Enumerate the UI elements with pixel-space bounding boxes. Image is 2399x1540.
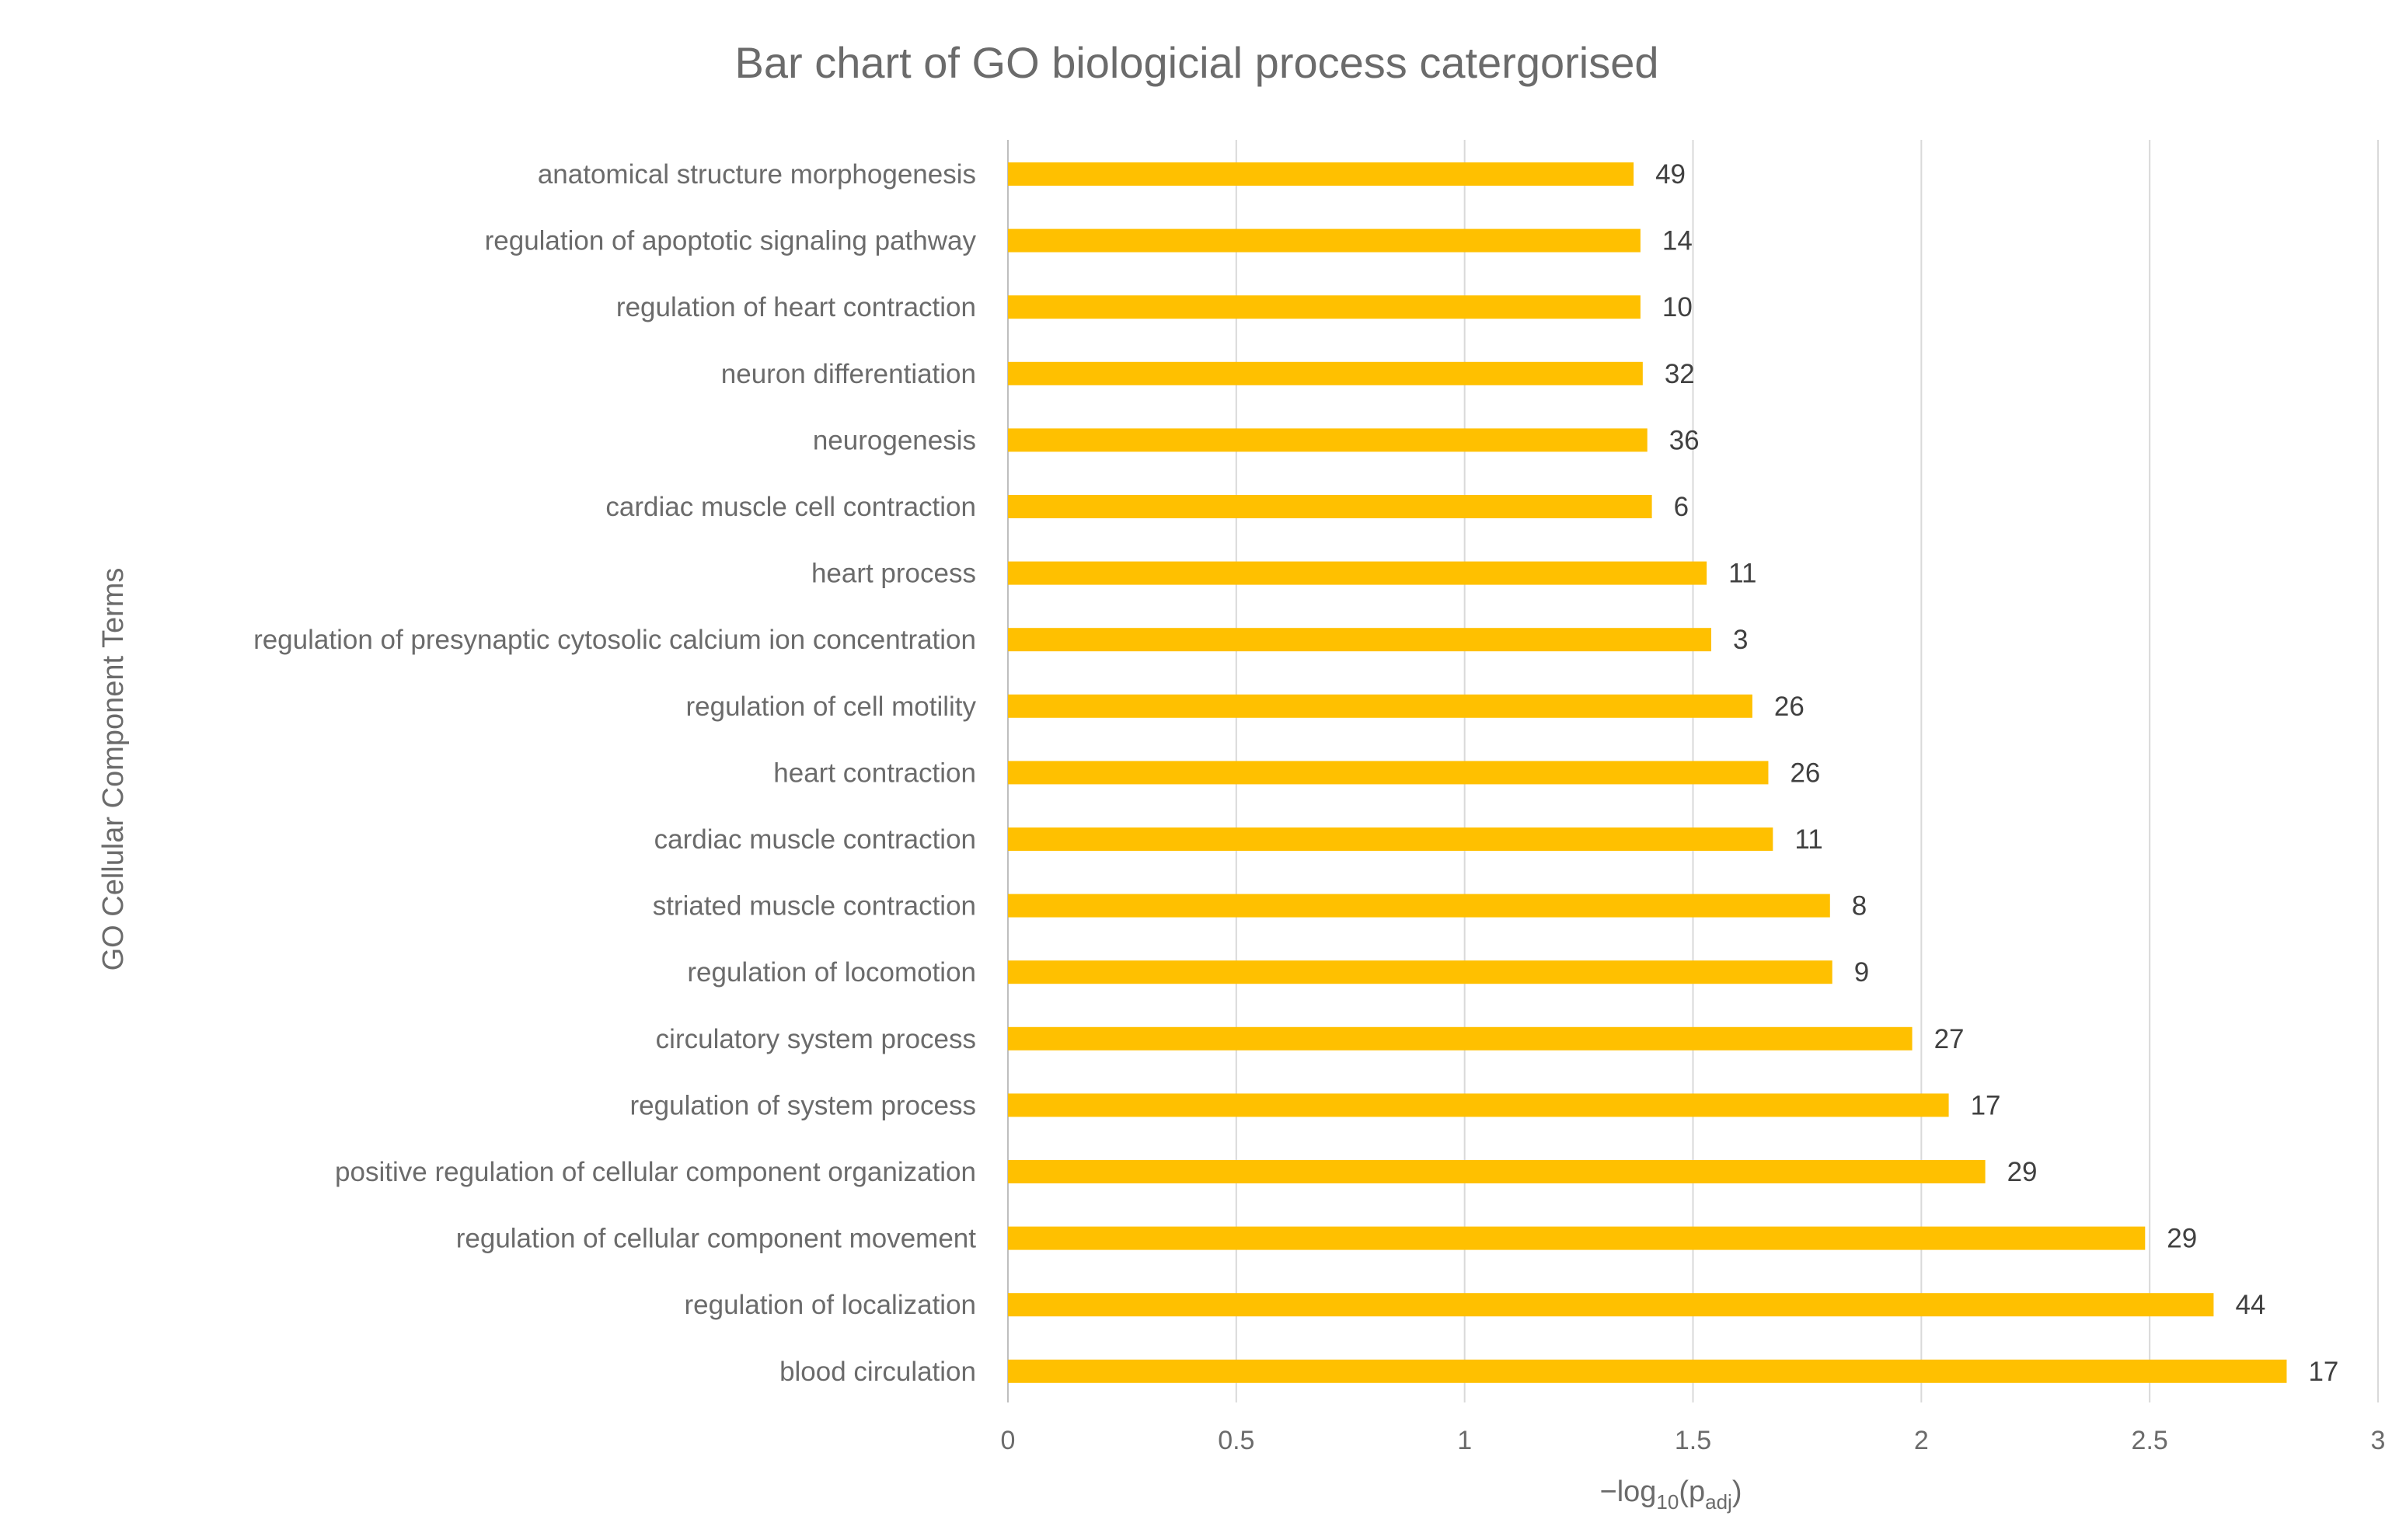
x-tick-label: 2 xyxy=(1914,1426,1929,1455)
bar-data-label: 32 xyxy=(1665,359,1695,389)
category-label: anatomical structure morphogenesis xyxy=(538,159,976,190)
bar xyxy=(1008,361,1643,385)
bar-data-label: 9 xyxy=(1854,957,1869,988)
bar-data-label: 3 xyxy=(1733,625,1748,655)
bar xyxy=(1008,960,1832,984)
bar xyxy=(1008,428,1648,452)
bar-data-label: 6 xyxy=(1674,492,1689,522)
bar xyxy=(1008,1093,1949,1117)
x-tick-label: 0 xyxy=(1001,1426,1016,1455)
bar xyxy=(1008,694,1752,718)
bar-data-label: 29 xyxy=(2167,1224,2197,1254)
x-tick-labels: 0 0.5 1 1.5 2 2.5 3 xyxy=(1001,1426,2386,1455)
bar xyxy=(1008,162,1634,186)
bar-data-label: 49 xyxy=(1655,159,1686,190)
x-axis-title-subscript: 10 xyxy=(1656,1490,1679,1514)
x-tick-label: 0.5 xyxy=(1218,1426,1254,1455)
bar-data-label: 17 xyxy=(2308,1357,2338,1387)
bar xyxy=(1008,894,1830,918)
category-label: striated muscle contraction xyxy=(653,891,976,922)
bar xyxy=(1008,1160,1986,1183)
y-axis-title: GO Cellular Component Terms xyxy=(97,568,130,971)
bar xyxy=(1008,761,1769,785)
bar-data-label: 26 xyxy=(1790,758,1820,788)
bar-data-label: 17 xyxy=(1971,1090,2001,1120)
bar-data-label: 11 xyxy=(1794,824,1822,855)
category-label: regulation of cell motility xyxy=(686,692,977,722)
bar xyxy=(1008,827,1773,851)
category-label: cardiac muscle cell contraction xyxy=(605,492,976,522)
category-label: regulation of localization xyxy=(684,1290,976,1320)
bar-data-label: 36 xyxy=(1669,425,1700,455)
category-label: circulatory system process xyxy=(656,1024,976,1054)
bar xyxy=(1008,1026,1913,1050)
bars xyxy=(1008,162,2287,1383)
category-label: regulation of cellular component movemen… xyxy=(456,1224,977,1254)
bar-data-label: 11 xyxy=(1728,559,1756,589)
category-label: neuron differentiation xyxy=(721,359,976,389)
category-label: positive regulation of cellular componen… xyxy=(335,1157,976,1187)
bar-data-label: 14 xyxy=(1662,226,1693,256)
bar-data-label: 29 xyxy=(2007,1157,2038,1187)
bar xyxy=(1008,295,1641,319)
category-label: regulation of locomotion xyxy=(687,957,976,988)
x-tick-label: 2.5 xyxy=(2132,1426,2168,1455)
x-axis-title-close: ) xyxy=(1732,1476,1742,1508)
bar-data-label: 27 xyxy=(1934,1024,1965,1054)
x-axis-title-subscript-2: adj xyxy=(1705,1490,1732,1514)
category-label: regulation of heart contraction xyxy=(616,292,976,322)
bar-data-label: 26 xyxy=(1774,692,1804,722)
bar xyxy=(1008,228,1641,253)
x-axis-title: −log10(padj) xyxy=(1600,1476,1742,1514)
bar xyxy=(1008,1293,2214,1317)
category-label: cardiac muscle contraction xyxy=(654,824,976,855)
bar xyxy=(1008,495,1652,518)
bar xyxy=(1008,1359,2287,1383)
x-tick-label: 3 xyxy=(2371,1426,2386,1455)
bar-data-label: 10 xyxy=(1662,292,1693,322)
category-label: neurogenesis xyxy=(813,425,976,455)
category-label: heart process xyxy=(811,559,976,589)
category-label: regulation of presynaptic cytosolic calc… xyxy=(253,625,976,655)
bar-data-label: 44 xyxy=(2235,1290,2265,1320)
bar xyxy=(1008,1226,2146,1250)
bar xyxy=(1008,561,1707,585)
bar xyxy=(1008,628,1712,652)
chart-title: Bar chart of GO biologicial process cate… xyxy=(735,38,1659,87)
bar-data-label: 8 xyxy=(1852,891,1867,922)
x-axis-title-main: −log xyxy=(1600,1476,1657,1508)
category-label: heart contraction xyxy=(773,758,976,788)
category-label: regulation of system process xyxy=(630,1090,976,1120)
x-tick-label: 1.5 xyxy=(1675,1426,1711,1455)
x-axis-title-paren: (p xyxy=(1679,1476,1705,1508)
category-label: regulation of apoptotic signaling pathwa… xyxy=(485,226,977,256)
category-labels: anatomical structure morphogenesis regula… xyxy=(253,159,976,1387)
category-label: blood circulation xyxy=(779,1357,976,1387)
data-labels: 49 14 10 32 36 6 11 3 26 26 11 8 9 27 17 29 29 44 17 xyxy=(1655,159,2338,1387)
x-tick-label: 1 xyxy=(1457,1426,1472,1455)
